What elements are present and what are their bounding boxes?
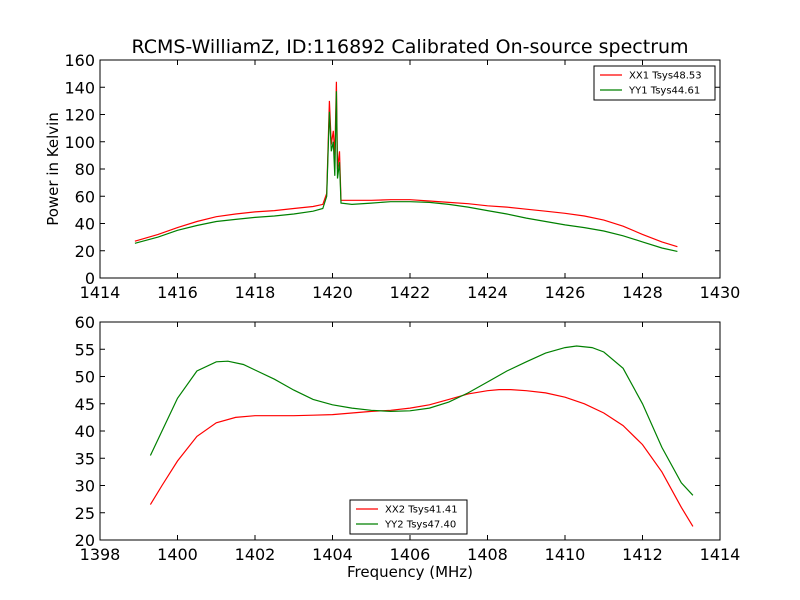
x-tick-label: 1426 [545,283,586,302]
x-tick-label: 1400 [157,545,198,564]
y-tick-label: 60 [75,313,95,332]
legend-label: YY1 Tsys44.61 [628,86,700,97]
y-tick-label: 60 [75,187,95,206]
top-chart: 1414 1416 1418 1420 1422 1424 1426 1428 1430 0 20 4… [64,51,740,302]
series-line-0-1 [134,91,678,252]
x-tick-label: 1404 [312,545,353,564]
x-tick-label: 1418 [235,283,276,302]
x-tick-label: 1416 [157,283,198,302]
y-tick-label: 140 [64,78,95,97]
x-tick-label: 1430 [700,283,741,302]
x-tick-label: 1410 [545,545,586,564]
y-tick-label: 25 [75,504,95,523]
x-tick-label: 1402 [235,545,276,564]
series-line-1-1 [149,345,694,496]
y-tick-label: 20 [75,242,95,261]
x-tick-label: 1420 [312,283,353,302]
bottom-chart: 1398 1400 1402 1404 1406 1408 1410 1412 1414 20 25… [75,313,741,564]
y-tick-label: 45 [75,395,95,414]
top-chart-title: RCMS-WilliamZ, ID:116892 Calibrated On-s… [131,36,688,58]
y-tick-label: 80 [75,160,95,179]
legend: XX2 Tsys41.41 YY2 Tsys47.40 [349,499,468,535]
y-tick-label: 160 [64,51,95,70]
x-tick-label: 1414 [80,283,121,302]
y-tick-label: 30 [75,477,95,496]
x-tick-label: 1412 [622,545,663,564]
y-tick-label: 40 [75,422,95,441]
series-line-1-0 [149,389,694,527]
top-chart-ylabel: Power in Kelvin [44,112,62,226]
y-tick-label: 20 [75,531,95,550]
bottom-chart-xlabel: Frequency (MHz) [347,563,473,581]
y-tick-label: 0 [85,269,95,288]
y-tick-label: 120 [64,106,95,125]
y-tick-label: 50 [75,368,95,387]
x-tick-label: 1428 [622,283,663,302]
y-tick-label: 35 [75,449,95,468]
legend-label: XX1 Tsys48.53 [629,71,702,82]
legend-box [593,65,716,101]
x-tick-label: 1424 [467,283,508,302]
x-tick-label: 1422 [390,283,431,302]
y-tick-label: 100 [64,133,95,152]
y-tick-label: 40 [75,215,95,234]
x-tick-label: 1406 [390,545,431,564]
x-tick-label: 1398 [80,545,121,564]
legend-box [349,499,468,535]
x-tick-label: 1408 [467,545,508,564]
legend-label: XX2 Tsys41.41 [385,505,458,516]
legend: XX1 Tsys48.53 YY1 Tsys44.61 [593,65,716,101]
y-tick-label: 55 [75,340,95,359]
legend-label: YY2 Tsys47.40 [384,520,456,531]
x-tick-label: 1414 [700,545,741,564]
